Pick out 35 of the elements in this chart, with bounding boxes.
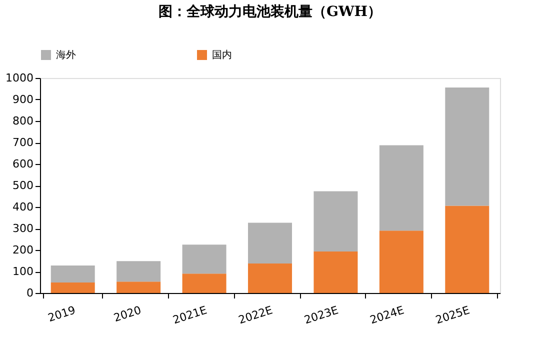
bar	[379, 230, 424, 293]
chart-title: 图：全球动力电池装机量（GWH）	[158, 4, 382, 20]
y-tick-label: 400	[12, 200, 34, 214]
bar	[248, 264, 292, 293]
bar	[182, 244, 226, 274]
bar	[116, 282, 161, 293]
y-tick-label: 200	[12, 244, 34, 256]
bar	[50, 265, 95, 282]
bar	[379, 145, 424, 231]
y-tick-label: 100	[12, 265, 34, 278]
bar	[182, 274, 226, 293]
bar	[445, 206, 490, 293]
x-tick-label: 2020	[112, 304, 143, 325]
x-tick-label: 2019	[46, 304, 78, 325]
y-tick-label: 300	[12, 222, 34, 235]
bar	[314, 191, 358, 252]
x-tick-label: 2022E	[236, 304, 274, 327]
y-tick-label: 1000	[6, 72, 34, 84]
y-tick-label: 0	[26, 286, 34, 300]
y-tick-label: 900	[12, 93, 34, 106]
y-tick-label: 600	[12, 158, 34, 170]
bar	[445, 87, 490, 206]
y-tick-label: 800	[12, 114, 34, 128]
legend-label: 国内	[212, 49, 232, 61]
legend-label: 海外	[56, 49, 76, 61]
bar	[314, 252, 358, 293]
x-tick-label: 2024E	[368, 304, 406, 327]
bar	[50, 282, 95, 293]
bar	[248, 222, 292, 264]
y-tick-label: 500	[12, 179, 34, 192]
x-tick-label: 2021E	[171, 304, 209, 327]
x-tick-label: 2023E	[302, 304, 340, 327]
bar	[116, 261, 161, 282]
y-tick-label: 700	[12, 136, 34, 149]
x-tick-label: 2025E	[434, 304, 472, 327]
